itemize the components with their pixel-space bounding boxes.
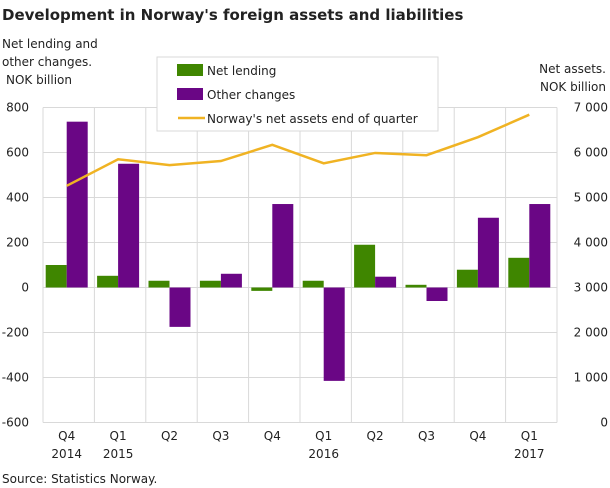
x-tick-label-year: 2015 <box>103 447 134 461</box>
y-tick-label: -400 <box>2 371 29 385</box>
bar-other-changes <box>118 163 140 288</box>
bar-other-changes <box>375 276 397 288</box>
y2-tick-label: 4 000 <box>574 236 608 250</box>
bar-other-changes <box>272 204 294 288</box>
y-tick-label: 400 <box>6 191 29 205</box>
bar-net-lending <box>199 280 221 288</box>
y-tick-label: -200 <box>2 326 29 340</box>
bar-net-lending <box>302 280 324 288</box>
y-axis-label-line: NOK billion <box>6 73 73 87</box>
y2-tick-label: 2 000 <box>574 326 608 340</box>
x-tick-label-year: 2016 <box>308 447 339 461</box>
x-tick-label: Q2 <box>367 429 384 443</box>
y2-tick-label: 1 000 <box>574 371 608 385</box>
bar-net-lending <box>97 275 119 288</box>
bar-other-changes <box>477 217 499 288</box>
line-net-assets <box>66 113 530 187</box>
y-tick-label: 600 <box>6 146 29 160</box>
y2-tick-label: 5 000 <box>574 191 608 205</box>
legend-swatch-other-changes <box>177 88 203 100</box>
bar-net-lending <box>148 280 170 288</box>
bar-net-lending <box>251 287 273 291</box>
x-tick-label: Q4 <box>264 429 281 443</box>
bar-net-lending <box>45 265 67 288</box>
x-tick-label: Q4 <box>58 429 75 443</box>
bar-other-changes <box>323 287 345 381</box>
y-axis-label-line: other changes. <box>2 55 93 69</box>
x-tick-label-year: 2017 <box>514 447 545 461</box>
bar-net-lending <box>456 269 478 288</box>
source-note: Source: Statistics Norway. <box>2 472 158 486</box>
bar-other-changes <box>529 204 551 288</box>
y2-tick-label: 0 <box>600 416 608 430</box>
legend-label: Net lending <box>207 64 276 78</box>
legend-label: Other changes <box>207 88 295 102</box>
x-tick-label: Q1 <box>315 429 332 443</box>
legend-swatch-net-lending <box>177 64 203 76</box>
bar-net-lending <box>354 244 376 288</box>
bar-other-changes <box>220 273 242 288</box>
chart-title: Development in Norway's foreign assets a… <box>2 6 464 24</box>
x-tick-label-year: 2014 <box>51 447 82 461</box>
x-tick-label: Q2 <box>161 429 178 443</box>
y-tick-label: 0 <box>21 281 29 295</box>
y2-tick-label: 6 000 <box>574 146 608 160</box>
x-tick-label: Q1 <box>521 429 538 443</box>
y2-axis-label-line: Net assets. <box>539 62 606 76</box>
x-tick-label: Q3 <box>212 429 229 443</box>
x-tick-label: Q3 <box>418 429 435 443</box>
bar-net-lending <box>508 257 530 288</box>
y-tick-label: -600 <box>2 416 29 430</box>
bar-other-changes <box>426 287 448 301</box>
y-tick-label: 200 <box>6 236 29 250</box>
x-tick-label: Q4 <box>469 429 486 443</box>
bar-other-changes <box>169 287 191 327</box>
bar-other-changes <box>66 121 88 288</box>
legend-label: Norway's net assets end of quarter <box>207 112 418 126</box>
bar-net-lending <box>405 284 427 288</box>
y2-tick-label: 3 000 <box>574 281 608 295</box>
y-axis-label-line: Net lending and <box>2 37 98 51</box>
y-tick-label: 800 <box>6 101 29 115</box>
y2-tick-label: 7 000 <box>574 101 608 115</box>
y2-axis-label-line: NOK billion <box>539 80 606 94</box>
x-tick-label: Q1 <box>110 429 127 443</box>
